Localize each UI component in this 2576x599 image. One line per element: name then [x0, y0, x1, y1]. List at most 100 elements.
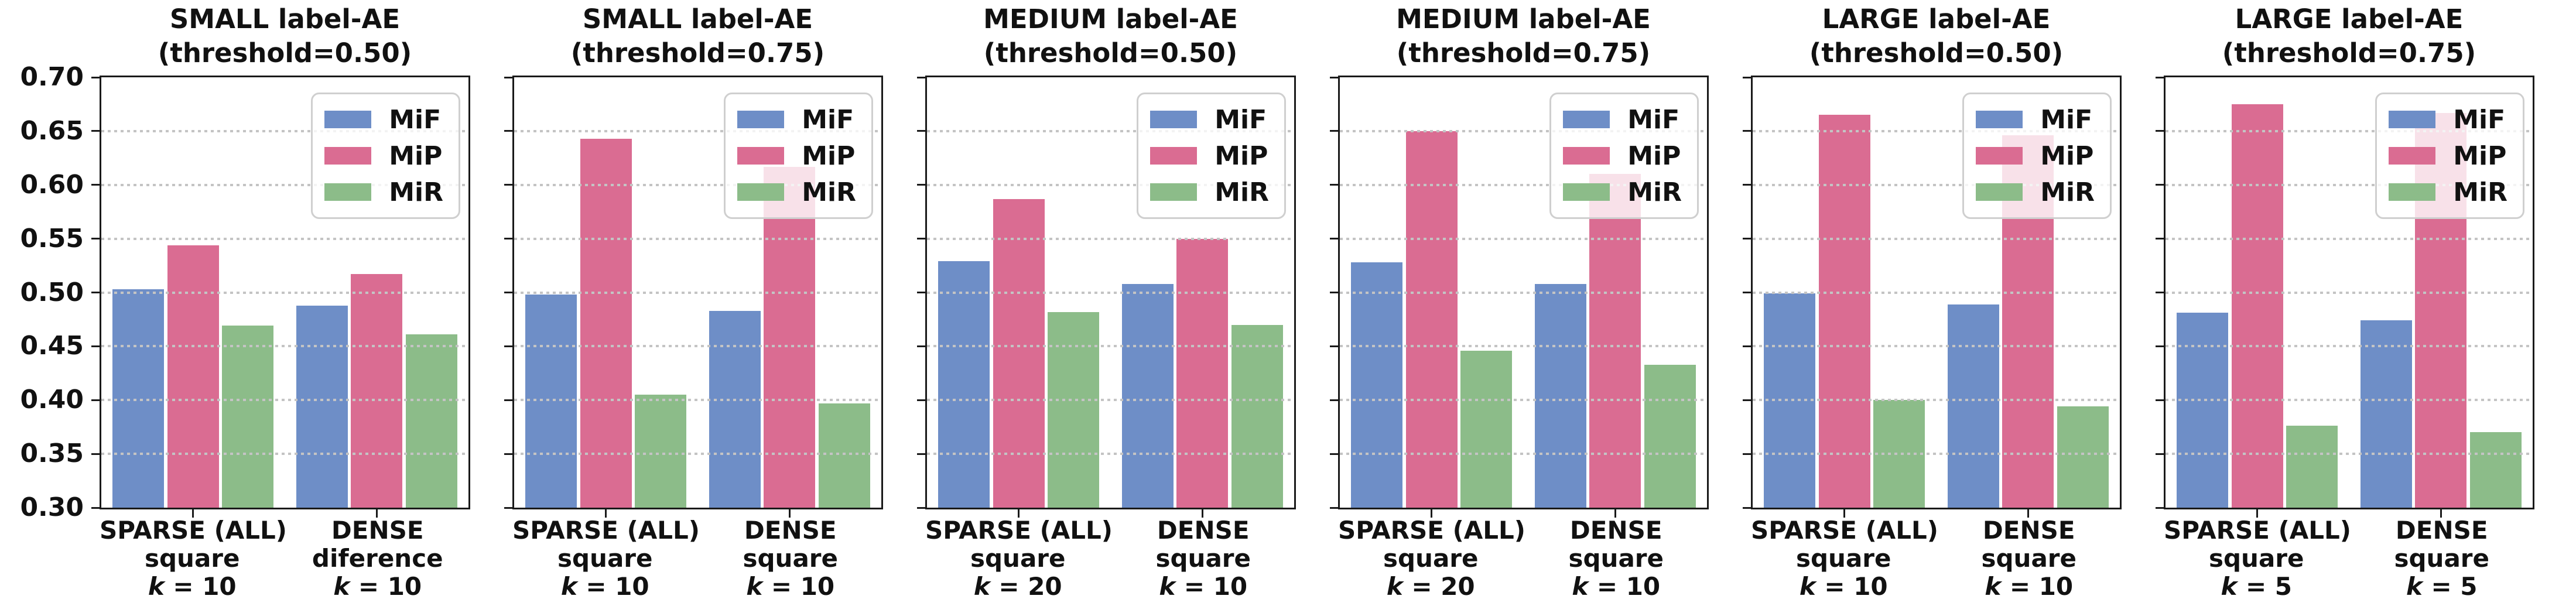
legend-row-mif: MiF: [2389, 101, 2507, 138]
x-category-label-group2: DENSE diference k = 10: [285, 516, 471, 599]
y-tick: [917, 238, 925, 240]
x-tick-group1: [2256, 509, 2259, 518]
x-category-line1: DENSE: [744, 516, 837, 545]
plot-subtitle: (threshold=0.50): [158, 37, 412, 69]
legend-swatch-mif: [1150, 111, 1198, 128]
legend-row-mip: MiP: [2389, 138, 2507, 174]
y-tick: [1743, 76, 1751, 78]
legend-row-mir: MiR: [1976, 174, 2095, 210]
gridline-0.40: [514, 399, 881, 402]
x-tick-group2: [2027, 509, 2029, 518]
plot-title-box: SMALL label-AE (threshold=0.50): [100, 0, 470, 76]
legend-row-mif: MiF: [1976, 101, 2095, 138]
bar-mif-group2: [2360, 320, 2412, 508]
y-tick: [91, 130, 100, 132]
axes-area: MiF MiP MiR: [1743, 76, 2122, 518]
subplot-6: LARGE label-AE (threshold=0.75) MiF MiP MiR S…: [2156, 0, 2534, 599]
legend-row-mip: MiP: [324, 138, 443, 174]
subplot-4: MEDIUM label-AE (threshold=0.75) MiF MiP MiR…: [1330, 0, 1709, 599]
bar-mif-group2: [1534, 283, 1586, 508]
y-tick: [504, 345, 512, 347]
y-tick: [917, 506, 925, 509]
legend-row-mir: MiR: [324, 174, 443, 210]
gridline-0.45: [927, 345, 1294, 348]
gridline-0.45: [514, 345, 881, 348]
gridline-0.55: [927, 237, 1294, 240]
x-category-k-label: k = 10: [1751, 573, 1937, 599]
x-category-k-label: k = 10: [1524, 573, 1709, 599]
y-tick: [2156, 345, 2164, 347]
bar-mip-group1: [580, 138, 632, 508]
gridline-0.60: [2166, 183, 2533, 186]
k-italic: k: [1799, 572, 1816, 599]
bar-mip-group1: [1405, 131, 1458, 508]
gridline-0.55: [514, 237, 881, 240]
legend-swatch-mip: [2389, 147, 2436, 165]
y-tick: [91, 506, 100, 509]
x-tick-group1: [605, 509, 607, 518]
x-tick-group1: [192, 509, 194, 518]
y-tick: [2156, 399, 2164, 401]
bar-mif-group1: [2177, 313, 2229, 508]
y-tick: [1743, 506, 1751, 509]
legend-label-mip: MiP: [1627, 141, 1681, 171]
bar-mif-group1: [112, 289, 165, 508]
y-tick: [917, 130, 925, 132]
plot-title: MEDIUM label-AE: [983, 4, 1238, 35]
subplot-row: SMALL label-AE (threshold=0.50) 0.70 0.65 0.…: [20, 0, 2534, 599]
x-tick-group1: [1843, 509, 1846, 518]
bar-mif-group1: [1351, 262, 1403, 508]
k-italic: k: [333, 572, 350, 599]
y-tick: [2156, 292, 2164, 293]
y-tick: [1330, 399, 1338, 401]
legend-swatch-mif: [1976, 111, 2023, 128]
x-category-line1: DENSE: [1982, 516, 2075, 545]
x-category-line1: SPARSE (ALL): [2164, 516, 2352, 545]
legend-swatch-mip: [1563, 147, 1610, 165]
x-category-line2: square: [1383, 544, 1479, 573]
legend-row-mif: MiF: [324, 101, 443, 138]
x-tick-group2: [788, 509, 791, 518]
x-category-label-group1: SPARSE (ALL) square k = 10: [100, 516, 287, 599]
gridline-0.35: [514, 453, 881, 456]
plot-title: MEDIUM label-AE: [1396, 4, 1651, 35]
gridline-0.35: [101, 453, 468, 456]
y-tick: [91, 184, 100, 186]
gridline-0.60: [1340, 183, 1707, 186]
y-tick-label: 0.40: [20, 385, 84, 415]
y-tick: [91, 238, 100, 240]
plot-subtitle: (threshold=0.50): [1809, 37, 2064, 69]
k-italic: k: [1386, 572, 1403, 599]
y-tick-label: 0.55: [20, 223, 84, 254]
gridline-0.45: [1340, 345, 1707, 348]
legend-swatch-mir: [1976, 183, 2023, 201]
legend: MiF MiP MiR: [1549, 93, 1699, 219]
k-italic: k: [973, 572, 990, 599]
y-tick-label: 0.65: [20, 115, 84, 146]
x-tick-group2: [1201, 509, 1203, 518]
x-category-line2: square: [1568, 544, 1664, 573]
legend-swatch-mip: [1150, 147, 1198, 165]
gridline-0.50: [1340, 291, 1707, 294]
x-category-k-label: k = 10: [512, 573, 698, 599]
x-category-label-group2: DENSE square k = 10: [1111, 516, 1296, 599]
gridline-0.45: [2166, 345, 2533, 348]
gridline-0.50: [1753, 291, 2120, 294]
gridline-0.40: [1753, 399, 2120, 402]
y-tick-label: 0.50: [20, 277, 84, 307]
x-category-label-group1: SPARSE (ALL) square k = 5: [2164, 516, 2352, 599]
y-tick: [1330, 292, 1338, 293]
y-tick: [917, 399, 925, 401]
legend-swatch-mir: [1563, 183, 1610, 201]
gridline-0.35: [2166, 453, 2533, 456]
x-category-line2: square: [144, 544, 240, 573]
gridline-0.55: [1340, 237, 1707, 240]
axes-area: MiF MiP MiR: [1330, 76, 1709, 518]
x-category-line2: square: [2394, 544, 2489, 573]
y-tick: [1330, 506, 1338, 509]
y-tick: [2156, 76, 2164, 78]
x-category-line1: SPARSE (ALL): [925, 516, 1113, 545]
x-category-line1: DENSE: [331, 516, 424, 545]
k-italic: k: [148, 572, 165, 599]
gridline-0.45: [101, 345, 468, 348]
